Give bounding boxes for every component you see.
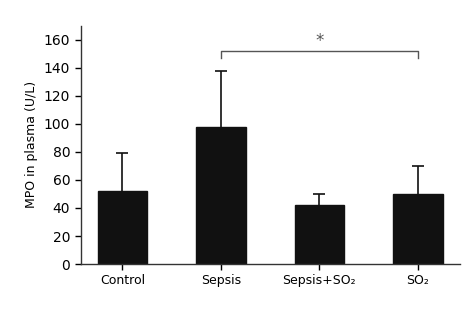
Bar <box>196 127 246 264</box>
Bar <box>393 194 443 264</box>
Bar <box>98 191 147 264</box>
Y-axis label: MPO in plasma (U/L): MPO in plasma (U/L) <box>25 81 38 208</box>
Text: *: * <box>315 32 324 50</box>
Bar <box>295 205 344 264</box>
